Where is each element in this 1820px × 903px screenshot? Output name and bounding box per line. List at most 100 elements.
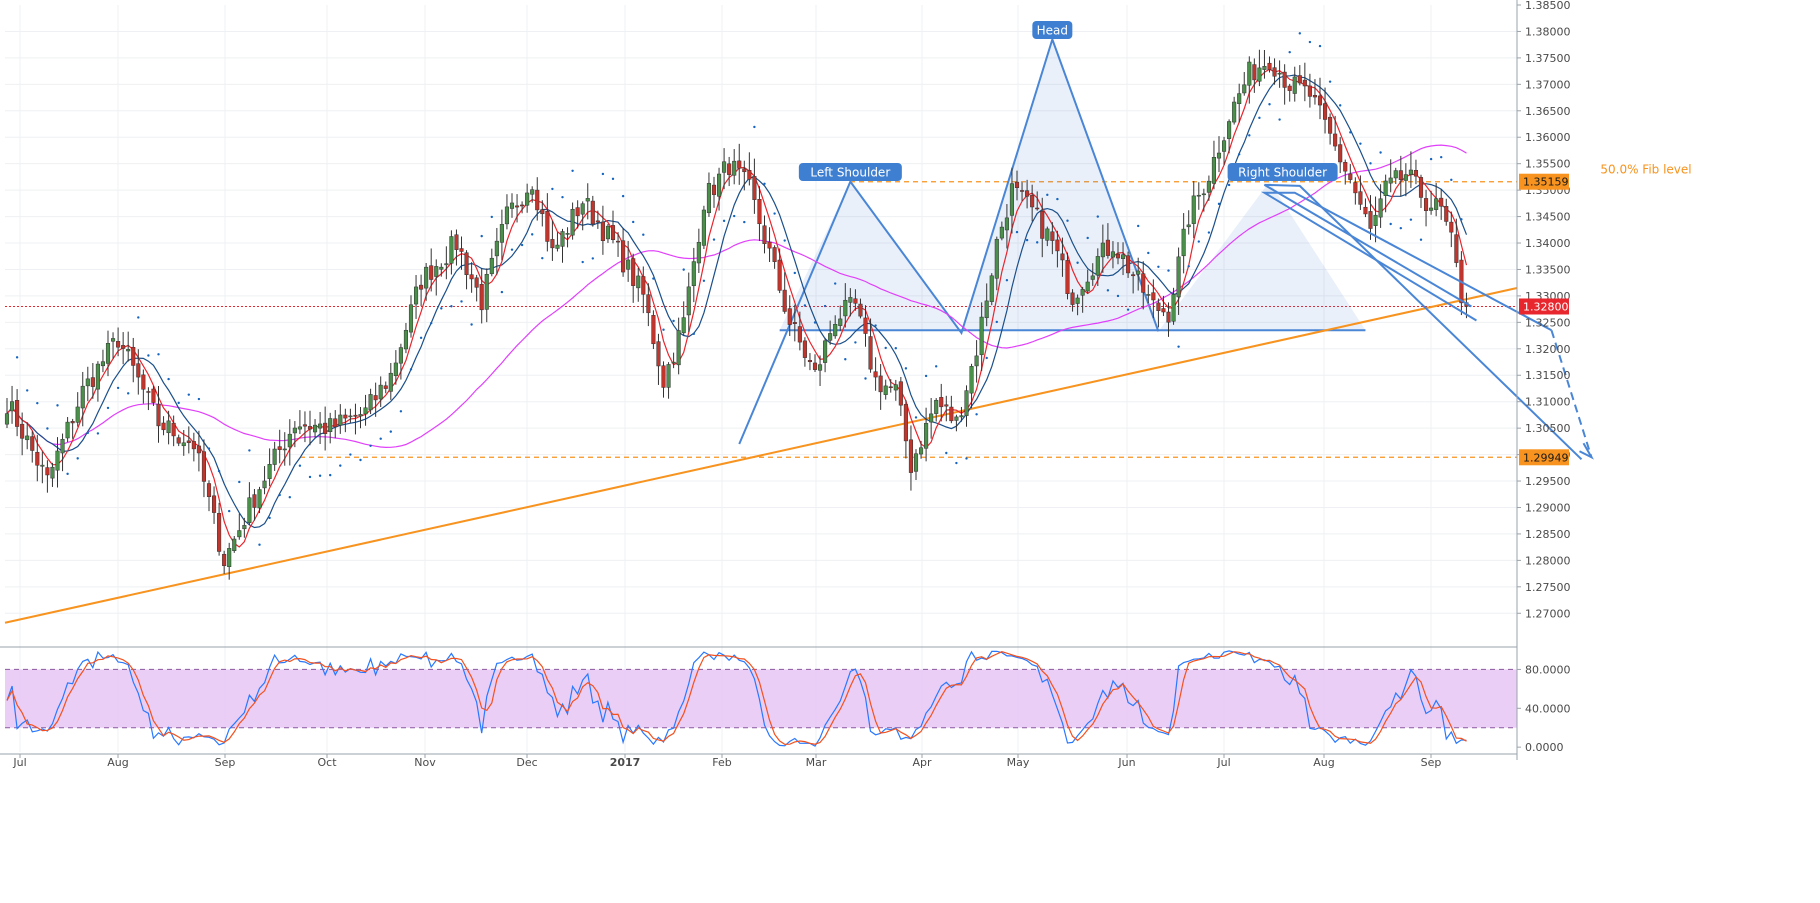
candle-bear [949,406,954,422]
sar-dot [369,444,372,447]
candle-bear [1338,144,1343,163]
candle-bear [141,374,146,390]
candle-bear [222,553,227,567]
candle-bull [1247,61,1252,86]
sar-dot [995,320,998,324]
candle-bear [782,289,787,312]
pattern-labels: Head Left Shoulder Right Shoulder 50.0% Fib… [798,21,1692,181]
sar-dot [228,509,231,513]
sar-dot [793,271,796,275]
candle-bear [1161,308,1166,313]
candle-bear [792,322,797,324]
candle-bull [681,317,686,334]
sar-dot [207,447,211,450]
candle-bull [1085,281,1090,292]
ma-fast-line [6,68,1468,548]
candle-bull [919,447,924,455]
sar-dot [409,368,413,371]
candle-bear [1105,239,1110,256]
candle-bull [913,453,919,472]
candle-bear [898,381,903,406]
candle-bear [1363,206,1368,215]
candle-bear [156,403,161,427]
candle-bull [55,450,60,471]
sar-dot [1389,222,1392,226]
candle-bear [600,221,605,241]
candle-bull [636,275,641,289]
sar-dot [1046,193,1049,197]
candle-bear [1272,67,1277,77]
candle-bear [146,391,151,393]
candle-bull [1383,180,1388,196]
sar-dot [813,321,817,324]
candle-bull [368,394,373,411]
candle-bull [701,209,706,246]
candle-bull [398,347,403,364]
candle-bull [272,448,277,465]
candle-bear [540,209,545,215]
candle-bull [555,244,560,249]
candle-bear [1307,85,1312,97]
candle-bull [4,413,10,425]
head-label: Head [1037,24,1068,38]
sar-dot [419,336,423,340]
candle-bull [1080,289,1085,296]
sar-dot [308,475,312,479]
candle-bull [1171,294,1176,322]
candle-bull [717,173,722,197]
time-tick-label: Sep [215,756,236,769]
sar-dot [1328,80,1332,83]
sar-dot [1217,202,1221,206]
candle-bear [307,426,313,430]
sar-dot [500,290,504,294]
sar-dot [834,282,837,285]
sar-dot [1147,251,1150,255]
candle-bull [848,297,853,303]
candle-bear [459,248,464,252]
candle-bull [348,415,353,418]
sar-dot [783,239,786,242]
candle-bear [520,204,525,207]
sar-dot [490,215,493,219]
sar-dot [318,474,322,477]
sar-dot [480,234,483,238]
candle-bear [727,163,732,175]
candle-bull [666,364,671,388]
candle-bull [974,355,979,367]
price-tick-label: 1.29500 [1525,475,1571,488]
sar-dot [339,464,342,467]
candle-bull [934,399,939,414]
candle-bear [1035,207,1040,210]
sar-dot [844,358,847,361]
candle-bull [1262,66,1267,70]
sar-dot [773,212,776,215]
price-tick-label: 1.38000 [1525,25,1571,38]
candle-bull [893,384,898,391]
candle-bull [560,231,565,247]
time-tick-label: Sep [1421,756,1442,769]
candle-bear [1454,234,1459,263]
time-tick-label: Nov [414,756,436,769]
sar-dot [884,346,887,350]
candle-bull [1222,140,1227,152]
sar-dot [1227,183,1231,187]
candle-bear [201,451,206,482]
candle-bull [671,361,676,364]
time-tick-label: Oct [317,756,337,769]
candle-bull [111,338,116,342]
sar-dot [1288,50,1291,54]
sar-dot [379,437,382,440]
sar-dot [743,220,746,224]
candle-bull [378,384,383,400]
sar-dot [1066,219,1069,222]
sar-dot [672,319,675,323]
sar-dot [127,392,130,395]
sar-dot [1379,151,1382,154]
sar-dot [571,169,574,172]
candle-bull [262,480,267,489]
price-badge-bg [1519,449,1569,466]
candle-bear [1282,71,1287,88]
candle-bull [929,413,934,423]
price-tick-label: 1.36500 [1525,105,1571,118]
candle-bear [35,451,40,466]
